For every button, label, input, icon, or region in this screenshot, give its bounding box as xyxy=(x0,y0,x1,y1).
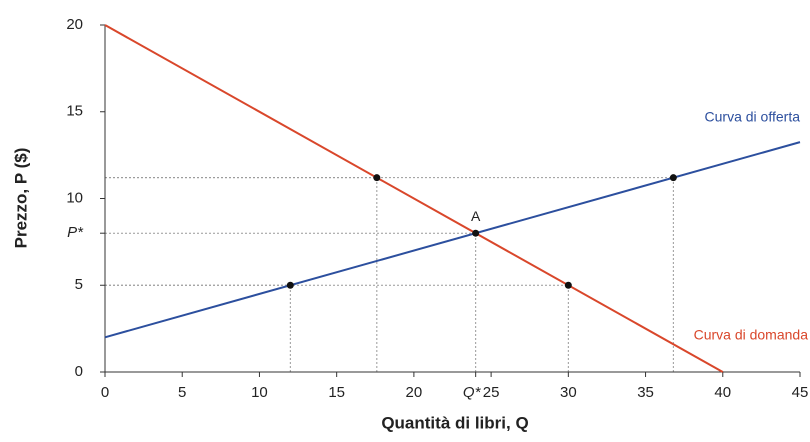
x-tick-label: 15 xyxy=(328,384,345,401)
y-tick-label: 10 xyxy=(66,189,83,206)
x-tick-label: 35 xyxy=(637,384,654,401)
point xyxy=(564,281,572,289)
x-tick-label: 45 xyxy=(792,384,809,401)
x-tick-label: Q* xyxy=(463,384,482,401)
point xyxy=(669,174,677,182)
point xyxy=(472,229,480,237)
y-tick-label: P* xyxy=(67,224,84,241)
line xyxy=(104,24,724,373)
y-axis-title: Prezzo, P ($) xyxy=(11,148,30,249)
point xyxy=(373,174,381,182)
x-tick-label: 10 xyxy=(251,384,268,401)
x-tick-label: 0 xyxy=(101,384,109,401)
line xyxy=(104,141,801,339)
x-tick-label: 20 xyxy=(406,384,423,401)
y-tick-label: 5 xyxy=(75,276,83,293)
y-tick-label: 0 xyxy=(75,363,83,380)
series-label: Curva di offerta xyxy=(705,109,801,125)
y-tick-label: 15 xyxy=(66,103,83,120)
annotation: A xyxy=(471,208,481,224)
x-tick-label: 5 xyxy=(178,384,186,401)
x-tick-label: 30 xyxy=(560,384,577,401)
y-tick-label: 20 xyxy=(66,16,83,33)
series-label: Curva di domanda xyxy=(694,327,809,343)
x-tick-label: 25 xyxy=(483,384,500,401)
x-axis-title: Quantità di libri, Q xyxy=(381,413,528,432)
x-tick-label: 40 xyxy=(714,384,731,401)
point xyxy=(286,281,294,289)
